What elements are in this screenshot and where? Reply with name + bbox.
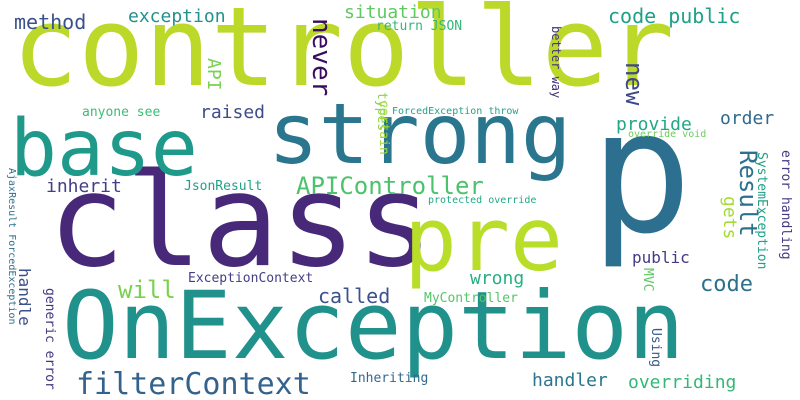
word-apicontroller: APIController bbox=[296, 172, 484, 200]
word-certain: certain bbox=[376, 100, 391, 155]
word-overriding: overriding bbox=[628, 372, 737, 393]
word-filtercontext: filterContext bbox=[76, 367, 311, 400]
word-systemexception: SystemException bbox=[754, 152, 769, 270]
word-strong: strong bbox=[268, 85, 572, 183]
word-generic-error: generic error bbox=[42, 288, 57, 390]
word-code: code bbox=[700, 272, 753, 297]
word-situation: situation bbox=[344, 2, 442, 23]
word-handler: handler bbox=[532, 370, 608, 391]
word-onexception: OnException bbox=[62, 272, 685, 381]
word-mycontroller: MyController bbox=[424, 291, 518, 306]
word-jsonresult: JsonResult bbox=[184, 179, 263, 194]
word-pre: pre bbox=[404, 188, 563, 291]
word-ajaxresult-forcedexception: AjaxResult ForcedException bbox=[6, 168, 17, 325]
word-anyone-see: anyone see bbox=[82, 105, 161, 120]
word-using: Using bbox=[648, 328, 663, 368]
word-will: will bbox=[118, 276, 176, 304]
word-error-handling: error handling bbox=[778, 150, 793, 260]
word-handle: handle bbox=[15, 268, 34, 326]
word-order: order bbox=[720, 108, 775, 129]
word-public: public bbox=[632, 248, 690, 267]
word-better-way: better way bbox=[549, 26, 563, 99]
word-new: new bbox=[620, 62, 648, 106]
word-called: called bbox=[318, 284, 391, 308]
word-protected-override: protected override bbox=[428, 195, 537, 206]
word-exception: exception bbox=[128, 6, 226, 27]
word-controller: controller bbox=[12, 0, 675, 111]
word-class: class bbox=[48, 147, 434, 296]
word-raised: raised bbox=[200, 102, 266, 123]
word-inherit: inherit bbox=[46, 176, 122, 197]
word-code-public: code public bbox=[608, 4, 741, 28]
word-forcedexception-throw: ForcedException throw bbox=[392, 106, 519, 117]
word-mvc: MVC bbox=[640, 268, 655, 292]
word-wrong: wrong bbox=[470, 268, 525, 289]
word-inheriting: Inheriting bbox=[350, 371, 429, 386]
word-never: never bbox=[306, 18, 336, 97]
word-base: base bbox=[10, 104, 198, 194]
word-p: p bbox=[590, 74, 693, 272]
word-exceptioncontext: ExceptionContext bbox=[188, 271, 314, 286]
word-gets: gets bbox=[719, 196, 740, 240]
word-api: API bbox=[203, 58, 224, 91]
word-return-json: return JSON bbox=[376, 19, 463, 34]
word-override-void: override void bbox=[628, 129, 707, 140]
word-method: method bbox=[14, 10, 87, 34]
word-provide: provide bbox=[616, 114, 692, 135]
